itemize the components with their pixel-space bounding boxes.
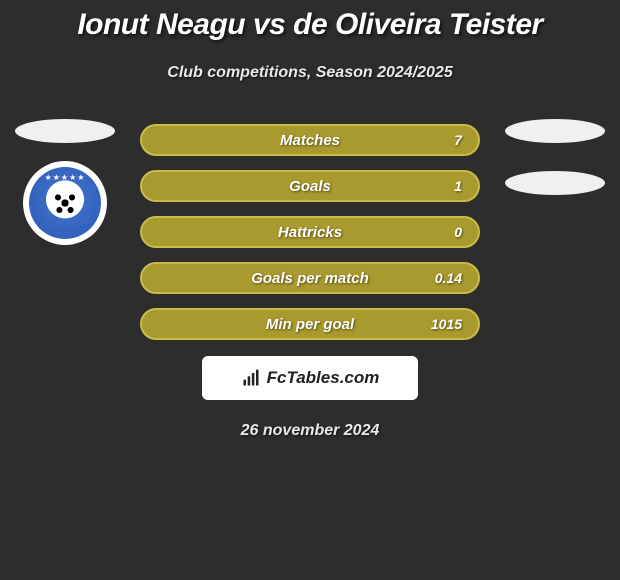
stat-value: 0 [454, 224, 462, 240]
stat-label: Min per goal [266, 316, 354, 333]
stats-bars: Matches 7 Goals 1 Hattricks 0 Goals per … [140, 124, 480, 340]
page-title: Ionut Neagu vs de Oliveira Teister [0, 8, 620, 42]
club-stars-icon: ★★★★★ [29, 173, 101, 182]
date-text: 26 november 2024 [0, 422, 620, 440]
brand-badge: FcTables.com [202, 356, 418, 400]
stat-label: Matches [280, 132, 340, 149]
body-row: ★★★★★ Matches 7 Goals 1 Hattricks 0 [0, 124, 620, 440]
stat-value: 1 [454, 178, 462, 194]
stat-value: 0.14 [435, 270, 462, 286]
player-right-name-placeholder [505, 119, 605, 143]
comparison-card: Ionut Neagu vs de Oliveira Teister Club … [0, 0, 620, 440]
player-left-club-logo: ★★★★★ [23, 161, 107, 245]
player-left-column: ★★★★★ [10, 119, 120, 245]
soccer-ball-icon [51, 189, 79, 217]
player-right-club-placeholder [505, 171, 605, 195]
stat-label: Goals per match [251, 270, 369, 287]
club-badge-icon: ★★★★★ [29, 167, 101, 239]
player-right-column [500, 119, 610, 195]
stat-bar-hattricks: Hattricks 0 [140, 216, 480, 248]
stat-value: 7 [454, 132, 462, 148]
stat-bar-goals-per-match: Goals per match 0.14 [140, 262, 480, 294]
stat-value: 1015 [431, 316, 462, 332]
stat-label: Goals [289, 178, 331, 195]
player-left-name-placeholder [15, 119, 115, 143]
brand-text: FcTables.com [267, 368, 380, 388]
stat-bar-matches: Matches 7 [140, 124, 480, 156]
stat-bar-goals: Goals 1 [140, 170, 480, 202]
stat-bar-min-per-goal: Min per goal 1015 [140, 308, 480, 340]
bar-chart-icon [241, 368, 261, 388]
stat-label: Hattricks [278, 224, 342, 241]
subtitle: Club competitions, Season 2024/2025 [0, 64, 620, 82]
